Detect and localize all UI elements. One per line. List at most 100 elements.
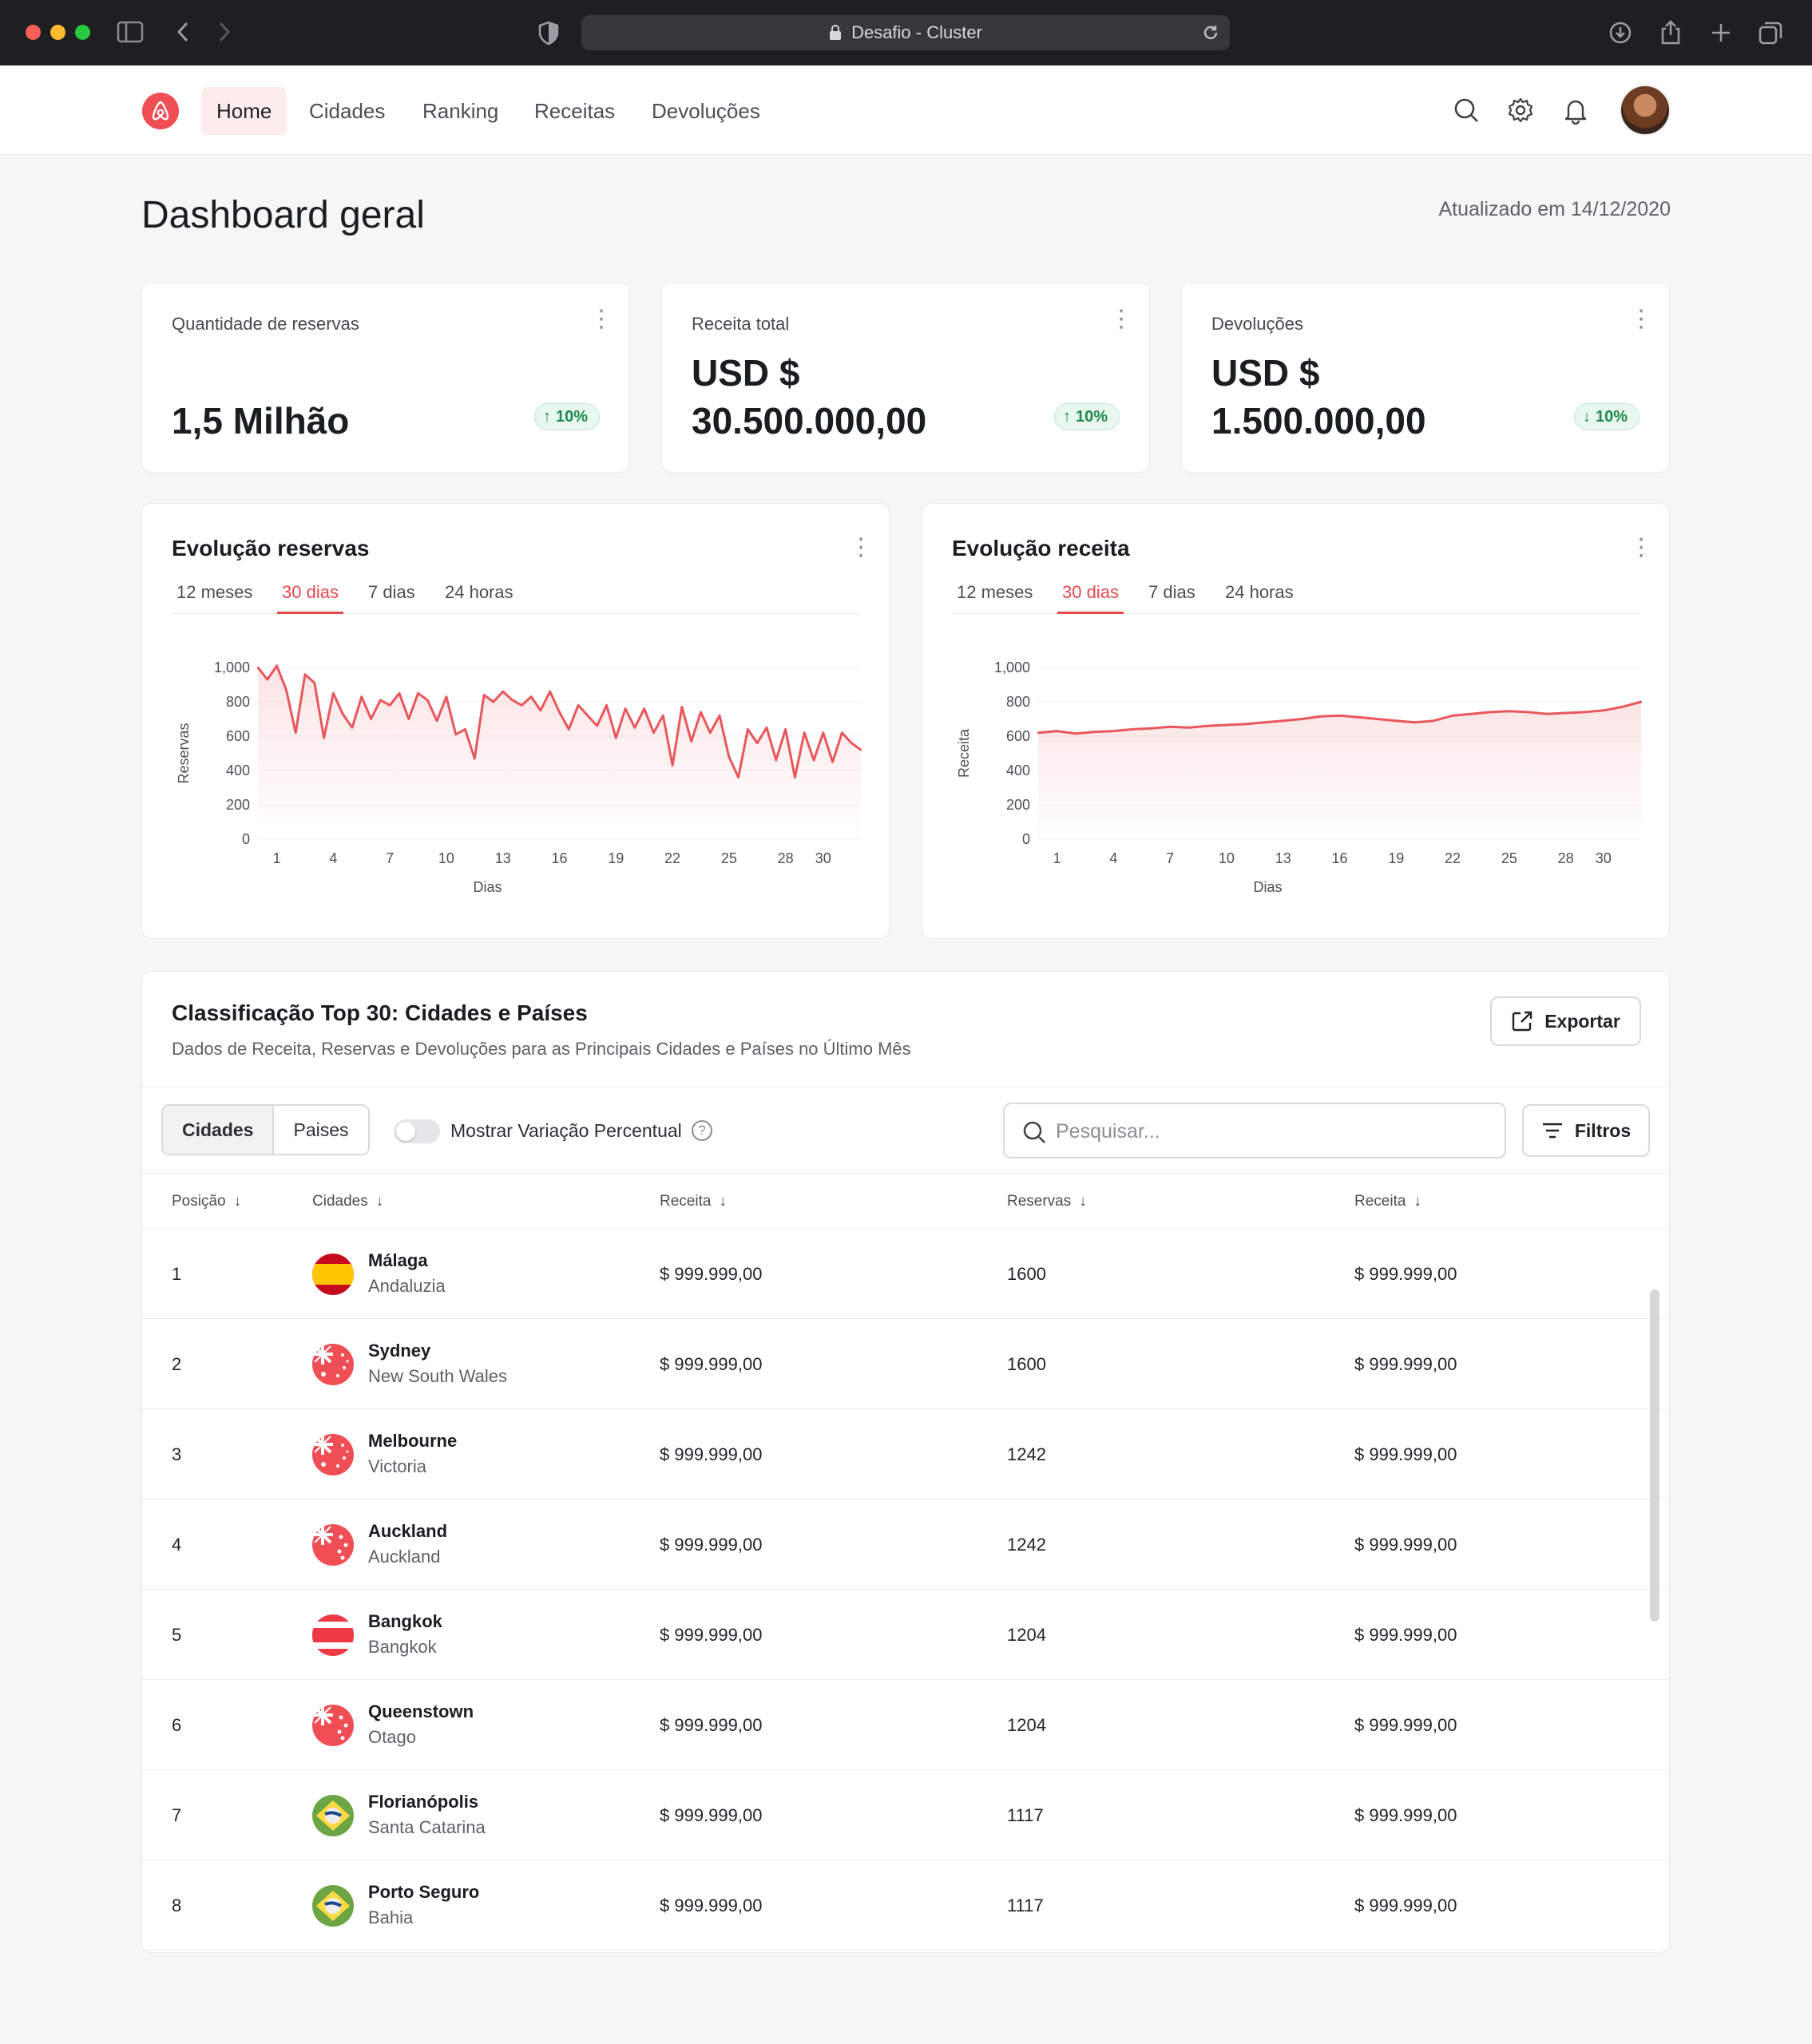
cell-receita-2: $ 999.999,00 [1354,1444,1457,1464]
data-point [1508,710,1511,713]
data-point [529,695,533,698]
user-avatar[interactable] [1620,85,1671,136]
data-point [1168,725,1172,728]
cell-receita: $ 999.999,00 [660,1714,763,1735]
nav-devolucoes[interactable]: Devoluções [652,99,760,123]
cell-receita-2: $ 999.999,00 [1354,1895,1457,1915]
tabs-icon[interactable] [1758,21,1782,45]
sort-arrow-down-icon: ↓ [719,1193,727,1210]
data-point [596,724,598,727]
cell-city: Bangkok Bangkok [368,1611,442,1658]
bell-icon[interactable] [1561,96,1590,125]
data-point [737,776,739,778]
table-scrollbar[interactable] [1650,1289,1659,1622]
cell-receita: $ 999.999,00 [660,1444,763,1464]
data-point [1357,716,1360,719]
chart-tabs: 12 meses 30 dias 7 dias 24 horas [952,582,1640,614]
table-row[interactable]: 8 Porto Seguro Bahia $ 999.999,00 1117 $ 999.… [142,1860,1669,1951]
search-field[interactable] [1003,1103,1506,1159]
kebab-menu-icon[interactable]: ⋮ [589,306,613,332]
tab-30-dias[interactable]: 30 dias [1057,582,1124,614]
column-header-receita[interactable]: Receita ↓ [660,1193,727,1210]
data-point [1451,715,1454,717]
shield-icon[interactable] [538,21,559,45]
tab-24-horas[interactable]: 24 horas [445,582,513,602]
segment-cidades[interactable]: Cidades [163,1106,275,1154]
tab-30-dias[interactable]: 30 dias [277,582,343,614]
data-point [643,707,645,710]
data-point [1093,731,1096,733]
table-row[interactable]: 2 Sydney New South Wales $ 999.999,00 1600 $ … [142,1319,1669,1409]
table-row[interactable]: 4 Auckland Auckland $ 999.999,00 1242 $ 999.9… [142,1499,1669,1590]
data-point [276,664,278,667]
table-row[interactable]: 1 Málaga Andaluzia $ 999.999,00 1600 $ 999.99… [142,1229,1669,1319]
search-input[interactable] [1056,1115,1487,1147]
download-icon[interactable] [1608,21,1632,45]
cell-position: 2 [172,1353,182,1374]
tab-12-meses[interactable]: 12 meses [957,582,1033,602]
kpi-change-badge: ↑ 10% [533,403,600,430]
flag-au-icon [312,1434,354,1476]
table-row[interactable]: 3 Melbourne Victoria $ 999.999,00 1242 $ 999.… [142,1409,1669,1499]
nav-receitas[interactable]: Receitas [534,99,616,123]
data-point [633,727,636,729]
city-name: Málaga [368,1250,428,1270]
data-point [1433,719,1435,722]
forward-icon[interactable] [217,21,232,43]
airbnb-logo-icon[interactable] [142,93,179,129]
data-point [1150,727,1152,730]
data-point [1244,723,1247,726]
city-name: Florianópolis [368,1792,479,1812]
flag-br-icon [312,1885,354,1927]
data-point [323,736,325,739]
column-header-posicao[interactable]: Posição ↓ [172,1193,242,1210]
data-point [539,709,542,711]
sidebar-icon[interactable] [117,21,144,43]
close-window-button[interactable] [26,25,41,40]
tab-24-horas[interactable]: 24 horas [1225,582,1294,602]
cell-position: 3 [172,1444,182,1464]
column-header-receita-2[interactable]: Receita ↓ [1354,1193,1421,1210]
segment-paises[interactable]: Paises [293,1119,349,1140]
data-point [1489,711,1492,714]
tab-7-dias[interactable]: 7 dias [368,582,415,602]
kebab-menu-icon[interactable]: ⋮ [1629,306,1653,332]
column-header-cidades[interactable]: Cidades ↓ [312,1193,384,1210]
table-row[interactable]: 7 Florianópolis Santa Catarina $ 999.999,00… [142,1770,1669,1860]
table-row[interactable]: 6 Queenstown Otago $ 999.999,00 1204 $ 999.99… [142,1680,1669,1770]
percent-variation-toggle[interactable] [394,1119,440,1143]
table-row[interactable]: 5 Bangkok Bangkok $ 999.999,00 1204 $ 999.999… [142,1590,1669,1680]
cell-position: 6 [172,1714,182,1735]
x-tick-label: 25 [1501,850,1517,866]
chart-card-reservas: Evolução reservas ⋮ 12 meses 30 dias 7 d… [141,503,890,939]
data-point [332,692,335,695]
kpi-value: 1.500.000,00 [1211,400,1426,442]
cell-receita-2: $ 999.999,00 [1354,1804,1457,1825]
filters-button[interactable]: Filtros [1522,1104,1650,1157]
kebab-menu-icon[interactable]: ⋮ [1109,306,1133,332]
y-tick-label: 400 [226,763,250,778]
gear-icon[interactable] [1506,96,1535,125]
kebab-menu-icon[interactable]: ⋮ [1629,534,1653,561]
help-icon[interactable]: ? [692,1120,712,1141]
export-button[interactable]: Exportar [1490,996,1641,1046]
table-header: Posição ↓ Cidades ↓ Receita ↓ Reservas ↓ Rec… [142,1173,1669,1229]
search-icon[interactable] [1452,96,1481,125]
nav-ranking[interactable]: Ranking [422,99,499,123]
share-icon[interactable] [1659,19,1682,45]
back-icon[interactable] [176,21,190,43]
minimize-window-button[interactable] [50,25,65,40]
maximize-window-button[interactable] [75,25,90,40]
reload-icon[interactable] [1201,23,1220,42]
nav-cidades[interactable]: Cidades [309,99,386,123]
address-bar[interactable]: Desafio - Cluster [581,15,1230,50]
cell-reservas: 1117 [1007,1895,1044,1915]
plus-icon[interactable] [1711,22,1731,43]
nav-home[interactable]: Home [201,87,287,135]
tab-7-dias[interactable]: 7 dias [1148,582,1195,602]
tab-12-meses[interactable]: 12 meses [176,582,253,602]
x-tick-label: 19 [1388,850,1404,866]
column-header-reservas[interactable]: Reservas ↓ [1007,1193,1087,1210]
kebab-menu-icon[interactable]: ⋮ [849,534,873,561]
cell-receita: $ 999.999,00 [660,1353,763,1374]
